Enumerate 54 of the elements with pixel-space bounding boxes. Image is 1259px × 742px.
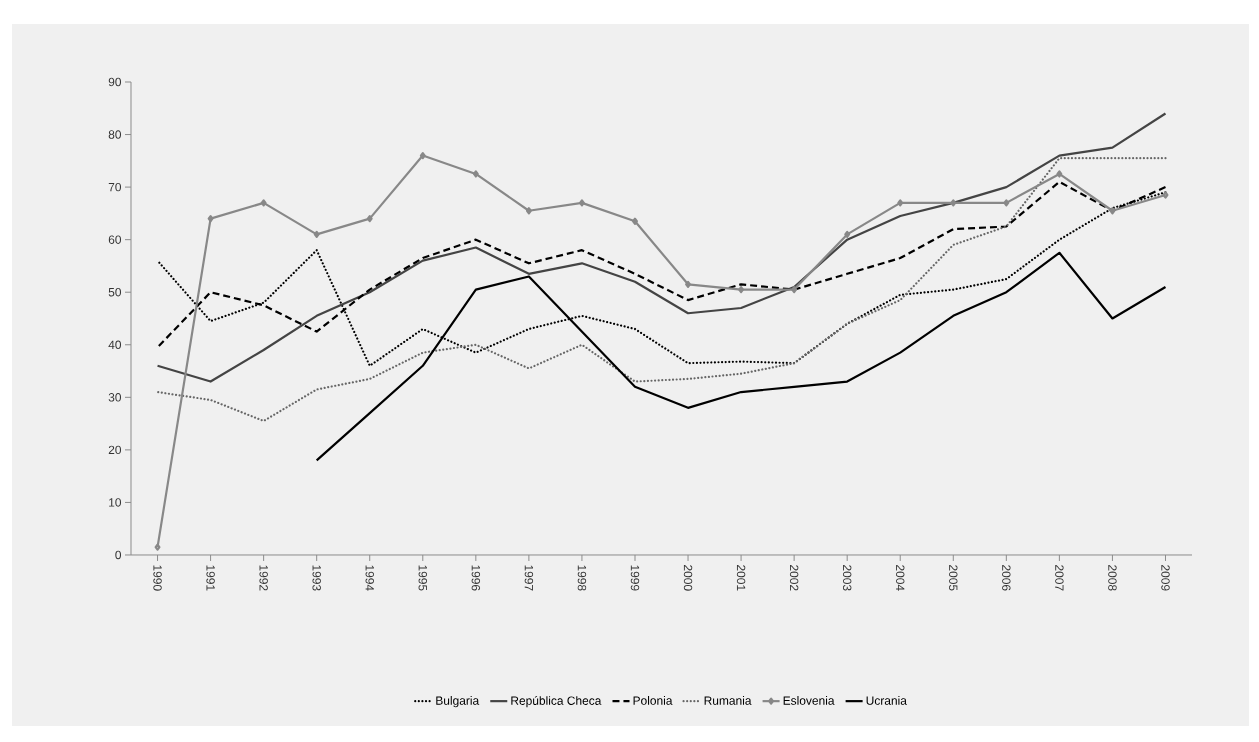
x-tick-label: 1993 xyxy=(312,565,321,591)
point xyxy=(1003,199,1010,207)
point xyxy=(844,230,851,238)
y-tick-label: 10 xyxy=(109,498,122,507)
point xyxy=(525,207,532,215)
y-tick-label: 0 xyxy=(115,550,122,560)
x-tick-label: 1997 xyxy=(524,565,534,591)
legend-label: Eslovenia xyxy=(783,696,835,705)
point xyxy=(738,285,745,294)
x-tick-label: 1995 xyxy=(418,565,428,591)
point xyxy=(207,215,214,223)
x-tick-label: 1994 xyxy=(365,565,374,591)
point xyxy=(632,217,638,225)
point xyxy=(1109,207,1116,215)
x-tick-label: 1998 xyxy=(577,565,587,591)
point xyxy=(260,199,267,207)
x-tick-label: 1990 xyxy=(153,565,162,591)
y-tick-label: 60 xyxy=(108,235,122,244)
x-tick-label: 2008 xyxy=(1108,565,1117,591)
x-tick-label: 2006 xyxy=(1002,565,1011,591)
point xyxy=(1056,170,1063,178)
legend-label: Ucrania xyxy=(866,696,907,705)
legend-label: República Checa xyxy=(511,696,602,708)
point xyxy=(472,170,479,178)
point xyxy=(366,215,373,223)
x-tick-label: 2007 xyxy=(1055,565,1064,591)
legend-label: Bulgaria xyxy=(436,696,480,708)
legend-label: Polonia xyxy=(633,696,673,705)
point xyxy=(950,199,957,207)
y-tick-label: 80 xyxy=(108,130,122,139)
x-tick-label: 2003 xyxy=(842,565,852,591)
y-tick-label: 90 xyxy=(108,77,122,87)
point xyxy=(419,151,426,160)
x-tick-label: 1999 xyxy=(630,565,640,591)
y-tick-label: 70 xyxy=(108,182,122,192)
x-tick-label: 2001 xyxy=(736,565,746,591)
x-tick-label: 2005 xyxy=(949,565,958,591)
point xyxy=(313,230,320,238)
point xyxy=(685,280,692,288)
point xyxy=(791,285,798,294)
x-tick-label: 2002 xyxy=(789,565,799,591)
x-tick-label: 2004 xyxy=(896,565,905,591)
legend-label: Rumania xyxy=(704,696,752,705)
x-tick-label: 1992 xyxy=(259,565,268,591)
x-tick-label: 1991 xyxy=(206,565,215,591)
y-tick-label: 40 xyxy=(108,340,122,349)
y-tick-label: 20 xyxy=(108,445,122,455)
x-tick-label: 2009 xyxy=(1161,565,1170,591)
y-tick-label: 30 xyxy=(108,393,122,402)
y-tick-label: 50 xyxy=(108,287,122,297)
x-tick-label: 1996 xyxy=(471,565,481,591)
x-tick-label: 2000 xyxy=(683,565,693,591)
point xyxy=(578,199,585,207)
point xyxy=(897,199,904,207)
